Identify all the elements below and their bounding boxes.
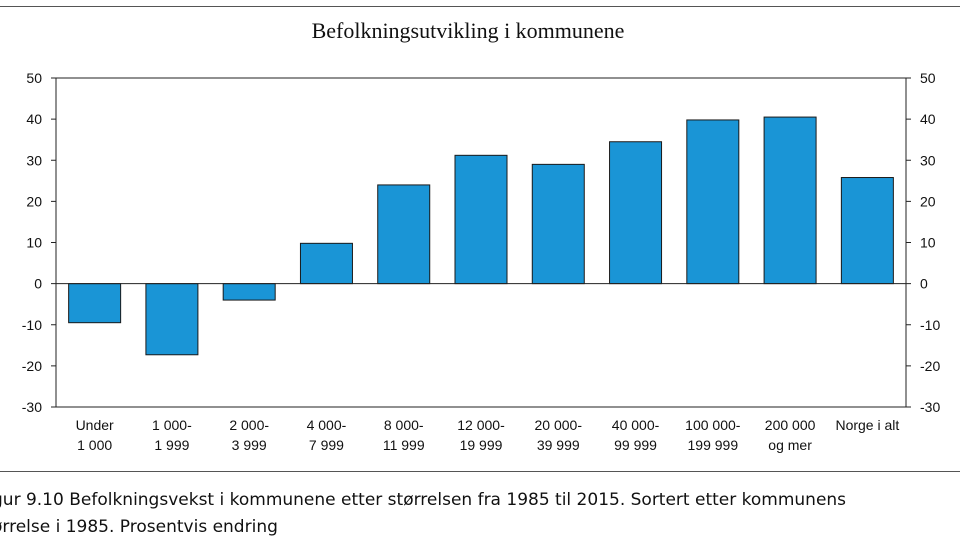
x-tick-label: 8 000-	[384, 417, 424, 433]
y-tick-label-left: 40	[26, 111, 42, 127]
bar	[68, 283, 122, 324]
y-tick-label-right: 0	[920, 276, 928, 292]
bar	[299, 242, 353, 285]
y-tick-label-left: 20	[26, 193, 42, 209]
x-tick-label: 7 999	[309, 437, 344, 453]
x-tick-label: 2 000-	[229, 417, 269, 433]
bar	[686, 119, 740, 285]
x-tick-label: Under	[76, 417, 114, 433]
bar	[840, 177, 894, 285]
x-tick-label: 1 000	[77, 437, 112, 453]
y-tick-label-left: 10	[26, 235, 42, 251]
category-labels: Under 1 000 1 000- 1 999 2 000- 3 999 4 000- 7 …	[76, 417, 900, 453]
x-tick-label: 40 000-	[612, 417, 660, 433]
bar	[454, 154, 508, 285]
axis-ticks: 50 50 40 40 30 30 20 20 10 10 0 0 -10 -10 -20 -20 -30 -30	[22, 70, 941, 415]
bar	[145, 283, 199, 356]
bar	[222, 283, 276, 301]
x-tick-label: og mer	[768, 437, 812, 453]
y-tick-label-right: 30	[920, 152, 936, 168]
figure-frame	[0, 6, 960, 472]
y-tick-label-right: -10	[920, 317, 940, 333]
bars	[68, 116, 894, 356]
x-tick-label: 39 999	[537, 437, 580, 453]
x-tick-label: 1 999	[154, 437, 189, 453]
x-tick-label: 200 000	[765, 417, 816, 433]
y-tick-label-left: -20	[22, 358, 42, 374]
x-tick-label: 11 999	[383, 437, 425, 453]
x-tick-label: 1 000-	[152, 417, 192, 433]
y-tick-label-right: 40	[920, 111, 936, 127]
chart-title: Befolkningsutvikling i kommunene	[311, 18, 625, 43]
x-tick-label: 12 000-	[457, 417, 505, 433]
bar	[531, 163, 585, 285]
caption-line-2: ørrelse i 1985. Prosentvis endring	[0, 517, 278, 537]
x-tick-label: 99 999	[614, 437, 657, 453]
x-tick-label: 3 999	[232, 437, 267, 453]
x-tick-label: 19 999	[460, 437, 503, 453]
y-tick-label-left: -10	[22, 317, 42, 333]
x-tick-label: 100 000-	[685, 417, 741, 433]
x-tick-label: 20 000-	[535, 417, 583, 433]
y-tick-label-left: 0	[34, 276, 42, 292]
y-tick-label-right: 20	[920, 193, 936, 209]
y-tick-label-right: -30	[920, 399, 940, 415]
y-tick-label-right: -20	[920, 358, 940, 374]
bar	[377, 184, 431, 285]
x-tick-label: 199 999	[688, 437, 739, 453]
x-tick-label: Norge i alt	[835, 417, 899, 433]
x-tick-label: 4 000-	[307, 417, 347, 433]
y-tick-label-left: -30	[22, 399, 42, 415]
y-tick-label-right: 10	[920, 235, 936, 251]
y-tick-label-left: 50	[26, 70, 42, 86]
bar	[763, 116, 817, 285]
caption-line-1: gur 9.10 Befolkningsvekst i kommunene et…	[0, 490, 847, 510]
y-tick-label-right: 50	[920, 70, 936, 86]
bar-chart: 50 50 40 40 30 30 20 20 10 10 0 0 -10 -10 -20 -20 -30 -30…	[22, 70, 941, 453]
bar	[609, 141, 663, 285]
figure-caption: gur 9.10 Befolkningsvekst i kommunene et…	[0, 487, 960, 541]
y-tick-label-left: 30	[26, 152, 42, 168]
